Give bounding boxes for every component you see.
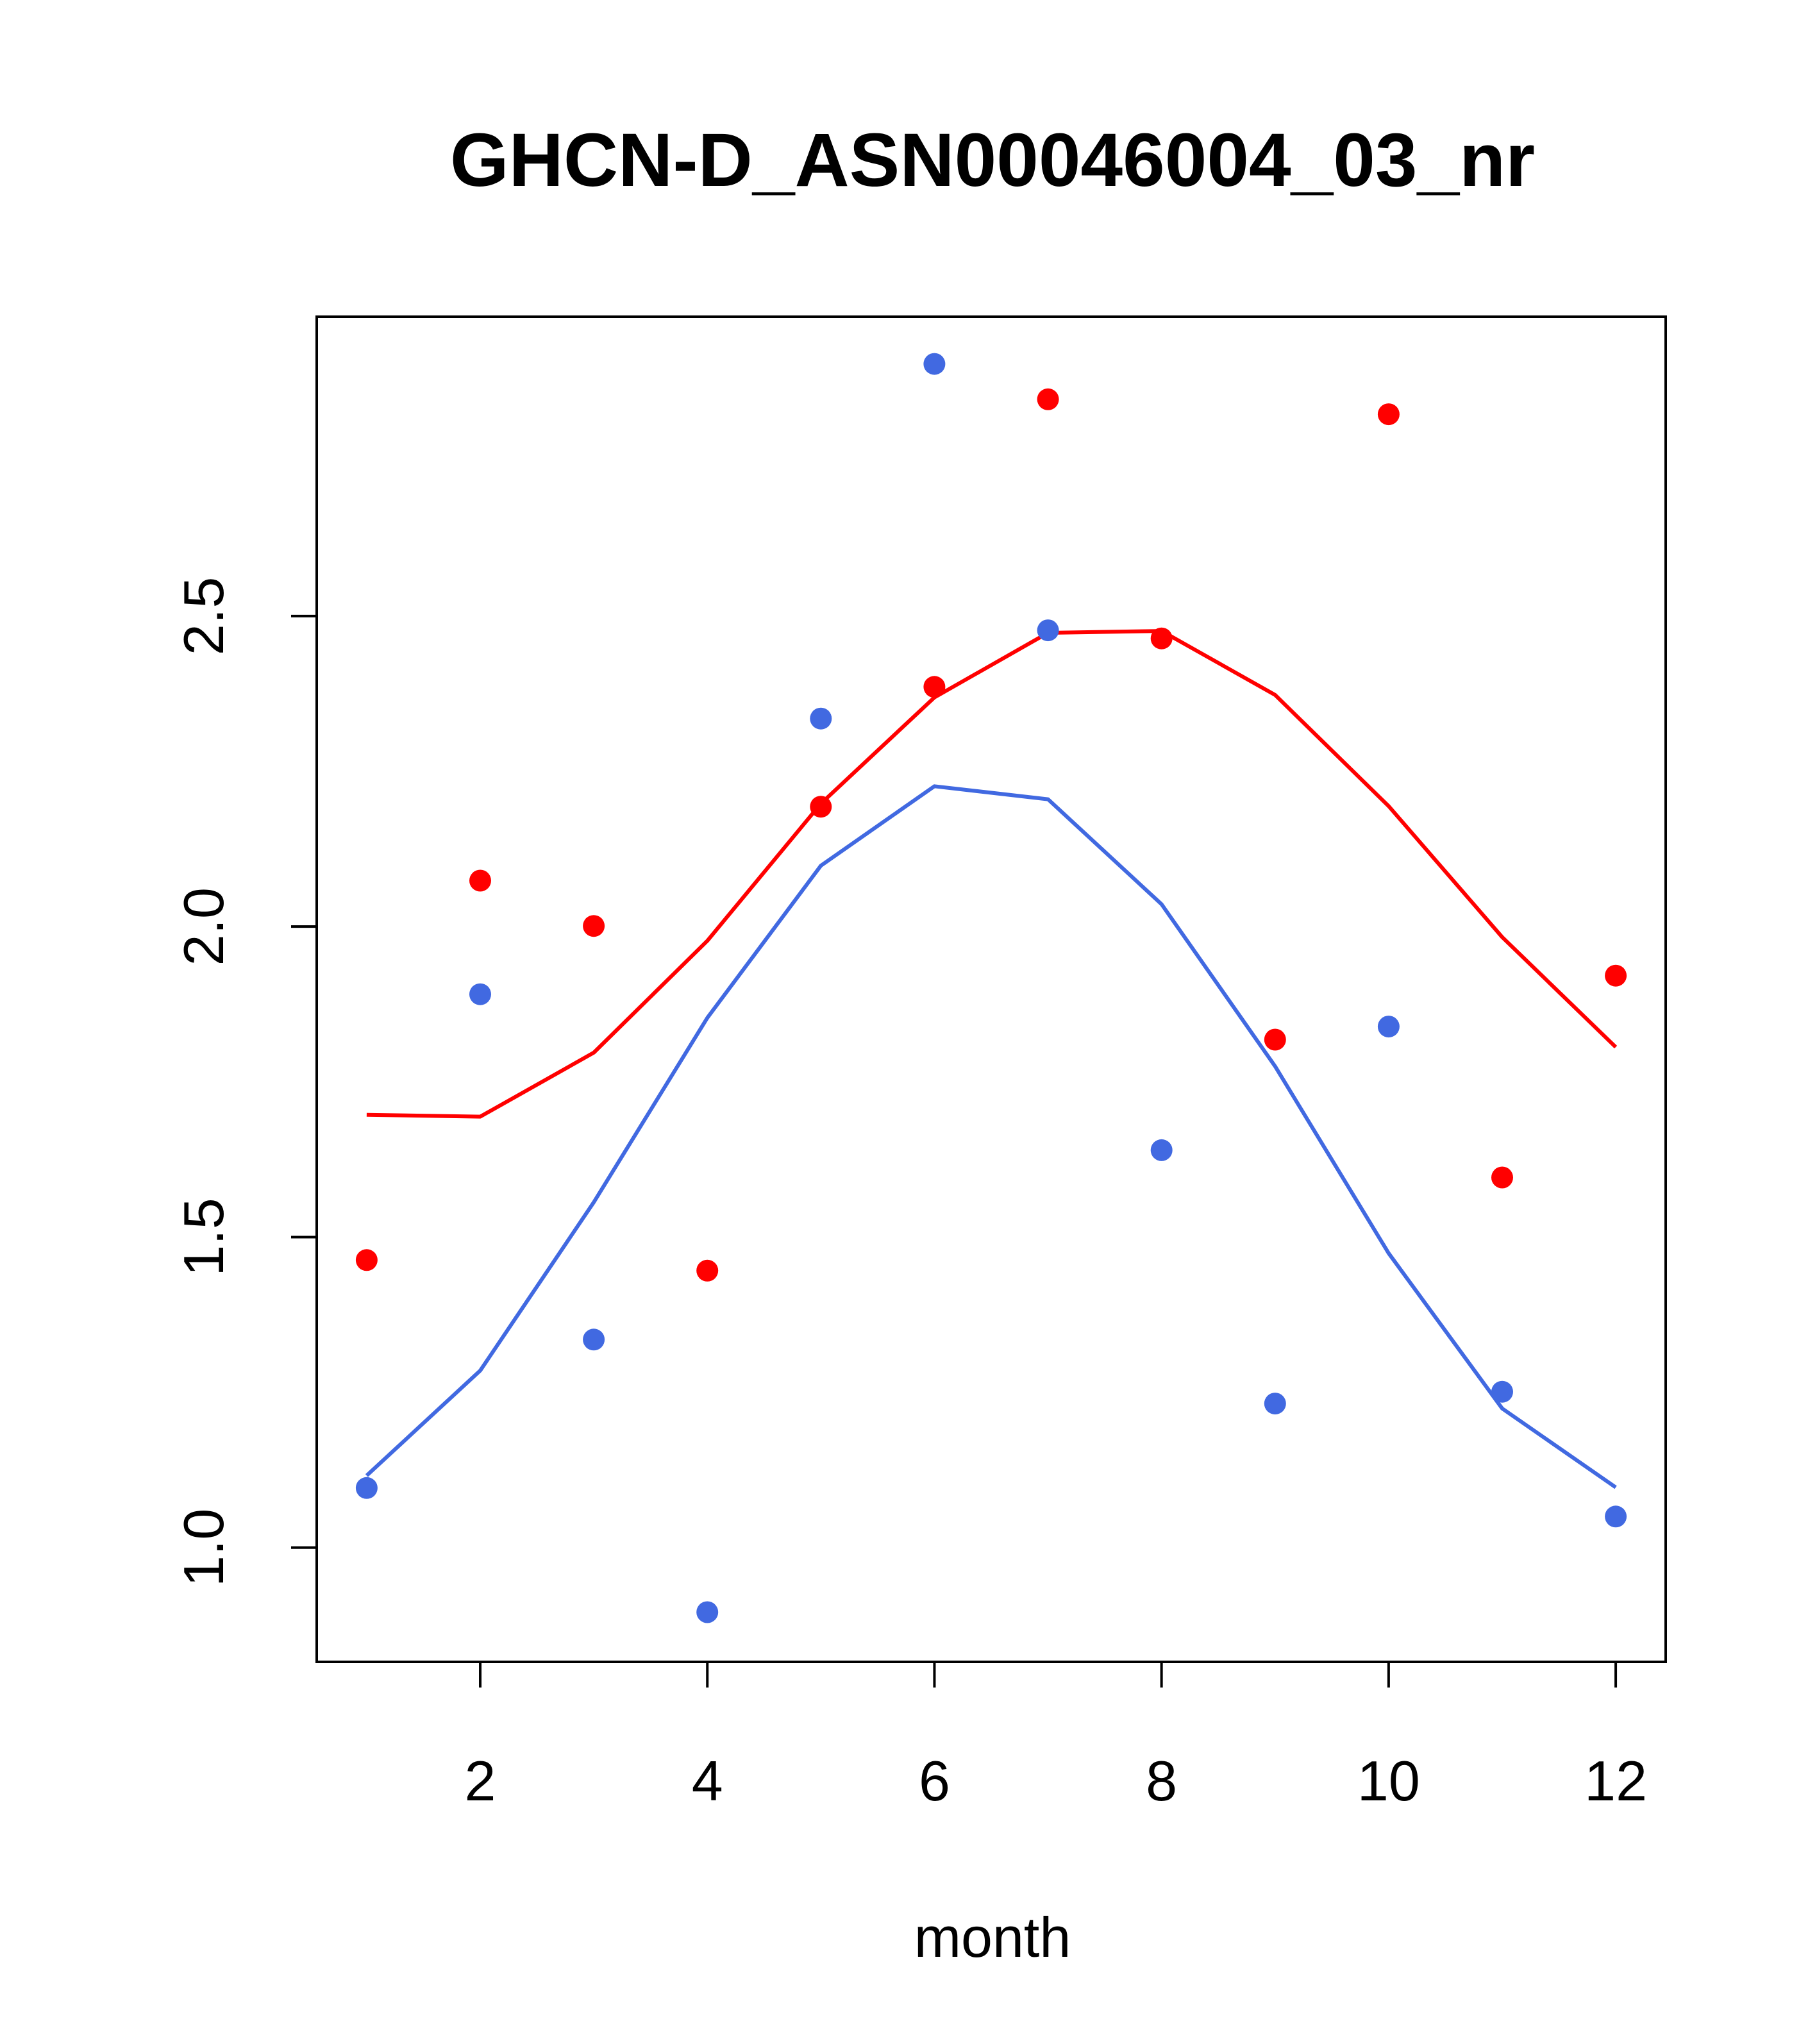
series-2-point xyxy=(583,1328,605,1351)
x-tick-label: 10 xyxy=(1357,1749,1420,1813)
series-2-point xyxy=(1150,1139,1173,1161)
series-1-point xyxy=(1605,964,1627,987)
series-1-point xyxy=(696,1259,719,1282)
series-2-point xyxy=(810,707,832,730)
series-1-point xyxy=(1264,1028,1286,1051)
series-2-point xyxy=(1377,1016,1400,1038)
x-tick-label: 12 xyxy=(1584,1749,1647,1813)
series-2-point xyxy=(923,353,946,375)
y-axis: 1.0 1.5 2.0 2.5 xyxy=(172,577,318,1587)
y-tick-label: 2.5 xyxy=(172,577,235,655)
series-1-point xyxy=(1377,403,1400,426)
series-1-trend-line xyxy=(366,629,1618,1119)
series-1-point xyxy=(355,1249,378,1271)
series-1-point xyxy=(583,915,605,937)
plot-frame xyxy=(315,315,1667,1663)
series-1-point xyxy=(1491,1166,1513,1189)
y-tick-label: 2.0 xyxy=(172,887,235,966)
series-1-point xyxy=(469,869,491,892)
series-1-point xyxy=(1037,388,1059,410)
plot-area xyxy=(355,353,1627,1623)
series-2-point xyxy=(1037,619,1059,642)
series-1-point xyxy=(810,796,832,818)
y-tick-label: 1.5 xyxy=(172,1198,235,1276)
series-1-point xyxy=(923,676,946,698)
series-2-point xyxy=(355,1477,378,1499)
x-tick-label: 4 xyxy=(692,1749,723,1813)
x-tick-label: 6 xyxy=(919,1749,950,1813)
x-tick-label: 2 xyxy=(465,1749,496,1813)
series-2-point xyxy=(696,1601,719,1623)
x-tick-label: 8 xyxy=(1146,1749,1177,1813)
x-axis-title: month xyxy=(914,1906,1071,1969)
series-2-point xyxy=(469,983,491,1005)
chart-title: GHCN-D_ASN00046004_03_nr xyxy=(450,118,1535,203)
y-tick-label: 1.0 xyxy=(172,1509,235,1587)
series-2-point xyxy=(1264,1393,1286,1415)
x-axis: 2 4 6 8 10 12 xyxy=(465,1661,1647,1813)
series-2-point xyxy=(1491,1380,1513,1403)
series-1-point xyxy=(1150,627,1173,649)
series-2-trend-line xyxy=(365,784,1617,1489)
series-2-point xyxy=(1605,1505,1627,1528)
